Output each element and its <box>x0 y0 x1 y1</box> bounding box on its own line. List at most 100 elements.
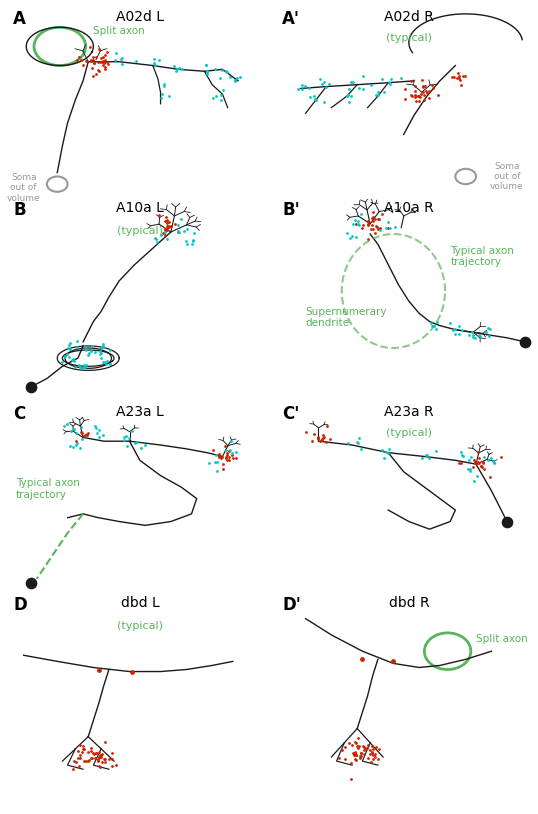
Text: (typical): (typical) <box>117 620 163 631</box>
Point <box>101 752 110 765</box>
Point <box>387 72 395 85</box>
Point <box>222 451 230 464</box>
Point <box>455 457 464 470</box>
Point <box>70 361 79 374</box>
Point <box>371 747 379 760</box>
Point <box>216 71 225 84</box>
Point <box>75 50 83 63</box>
Point <box>100 62 109 75</box>
Point <box>82 755 90 768</box>
Point <box>457 457 465 470</box>
Point <box>95 424 103 437</box>
Point <box>475 457 483 470</box>
Point <box>106 344 115 357</box>
Point <box>93 55 102 68</box>
Point <box>357 746 365 759</box>
Point <box>95 751 104 764</box>
Point <box>218 83 227 96</box>
Point <box>137 442 145 455</box>
Point <box>455 319 463 332</box>
Point <box>350 736 359 749</box>
Text: Supernumerary
dendrite: Supernumerary dendrite <box>306 307 387 328</box>
Point <box>368 739 377 752</box>
Point <box>117 52 126 65</box>
Point <box>369 752 378 765</box>
Point <box>434 89 443 102</box>
Point <box>133 436 141 449</box>
Point <box>154 54 163 67</box>
Point <box>70 422 79 435</box>
Point <box>180 224 188 237</box>
Point <box>454 66 462 79</box>
Point <box>164 220 173 233</box>
Point <box>415 90 423 103</box>
Point <box>222 64 230 77</box>
Point <box>318 434 327 447</box>
Point <box>153 236 162 249</box>
Point <box>202 64 211 77</box>
Point <box>306 90 314 103</box>
Point <box>386 221 394 234</box>
Point <box>72 756 80 769</box>
Point <box>99 59 108 72</box>
Point <box>215 448 223 461</box>
Point <box>380 86 388 99</box>
Point <box>382 221 391 234</box>
Point <box>357 221 366 234</box>
Point <box>369 215 378 228</box>
Point <box>63 418 72 431</box>
Point <box>422 449 431 462</box>
Point <box>83 746 92 759</box>
Point <box>428 78 437 91</box>
Point <box>226 444 235 457</box>
Point <box>217 63 226 77</box>
Point <box>96 348 104 361</box>
Point <box>101 358 110 371</box>
Point <box>87 741 95 754</box>
Point <box>349 746 358 759</box>
Point <box>401 93 409 106</box>
Point <box>73 436 81 449</box>
Point <box>360 743 369 756</box>
Point <box>318 77 327 90</box>
Point <box>76 441 84 454</box>
Point <box>419 88 428 101</box>
Text: B: B <box>13 201 26 220</box>
Point <box>73 335 82 348</box>
Text: Soma
out of
volume: Soma out of volume <box>490 161 524 191</box>
Point <box>374 89 383 102</box>
Point <box>470 455 479 468</box>
Point <box>86 53 95 66</box>
Point <box>486 322 495 335</box>
Point <box>466 464 475 477</box>
Point <box>352 748 361 761</box>
Point <box>367 219 376 232</box>
Point <box>422 449 431 462</box>
Text: A02d R: A02d R <box>384 10 434 24</box>
Point <box>190 226 199 239</box>
Point <box>165 220 174 233</box>
Point <box>385 442 393 455</box>
Point <box>97 341 105 354</box>
Point <box>160 222 169 235</box>
Point <box>485 330 493 343</box>
Point <box>370 212 379 225</box>
Point <box>100 54 109 67</box>
Point <box>458 70 467 83</box>
Point <box>82 344 90 357</box>
Point <box>76 739 84 752</box>
Point <box>417 451 426 464</box>
Point <box>229 452 237 465</box>
Point <box>427 316 435 329</box>
Text: A23a R: A23a R <box>384 405 434 419</box>
Point <box>417 74 426 87</box>
Point <box>62 347 71 360</box>
Point <box>120 431 129 444</box>
Point <box>103 56 111 69</box>
Point <box>84 346 93 359</box>
Text: dbd R: dbd R <box>388 596 429 610</box>
Point <box>351 213 359 226</box>
Point <box>163 221 172 234</box>
Point <box>431 444 440 457</box>
Text: A23a L: A23a L <box>116 405 164 419</box>
